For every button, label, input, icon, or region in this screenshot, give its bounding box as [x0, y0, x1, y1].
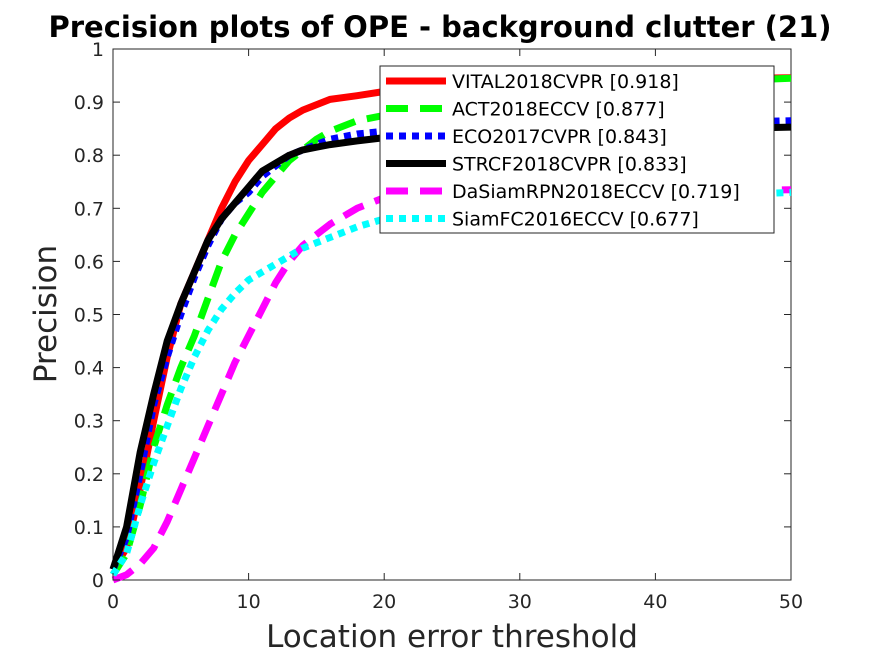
x-tick-label: 20 [372, 591, 396, 613]
legend-label-4: STRCF2018CVPR [0.833] [452, 154, 687, 176]
legend-label-3: ECO2017CVPR [0.843] [452, 126, 667, 148]
x-axis-label: Location error threshold [266, 619, 638, 655]
legend-label-1: VITAL2018CVPR [0.918] [452, 71, 679, 93]
y-tick-label: 0.2 [74, 464, 104, 486]
legend-box [379, 65, 775, 234]
y-tick-label: 1 [92, 39, 104, 61]
legend-label-2: ACT2018ECCV [0.877] [452, 99, 665, 121]
legend: VITAL2018CVPR [0.918] ACT2018ECCV [0.877]… [379, 65, 775, 234]
y-tick-label: 0.6 [74, 251, 104, 273]
x-axis: 0 10 20 30 40 50 [107, 49, 803, 613]
y-tick-label: 0.7 [74, 198, 104, 220]
y-tick-label: 0.8 [74, 145, 104, 167]
y-axis-label: Precision [28, 245, 64, 383]
y-tick-label: 0.1 [74, 517, 104, 539]
y-tick-label: 0 [92, 570, 104, 592]
y-tick-label: 0.5 [74, 305, 104, 327]
x-tick-label: 10 [237, 591, 261, 613]
y-axis: 0 0.1 0.2 0.3 0.4 0.5 0.6 0.7 0.8 0.9 1 [74, 39, 791, 592]
legend-label-5: DaSiamRPN2018ECCV [0.719] [452, 181, 740, 203]
chart-title: Precision plots of OPE - background clut… [48, 10, 831, 44]
y-tick-label: 0.4 [74, 358, 104, 380]
y-tick-label: 0.3 [74, 411, 104, 433]
legend-label-6: SiamFC2016ECCV [0.677] [452, 209, 699, 231]
x-tick-label: 30 [508, 591, 532, 613]
x-tick-label: 40 [643, 591, 667, 613]
x-tick-label: 50 [779, 591, 803, 613]
y-tick-label: 0.9 [74, 92, 104, 114]
x-tick-label: 0 [107, 591, 119, 613]
